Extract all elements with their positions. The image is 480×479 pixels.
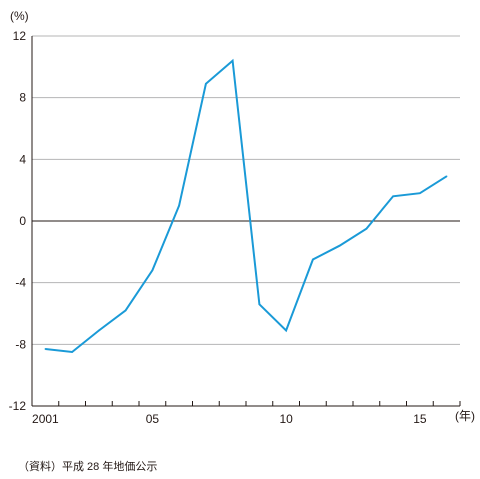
x-tick-label: 15 (413, 412, 427, 426)
data-point (312, 258, 314, 261)
gridlines (32, 35, 460, 345)
data-point (365, 227, 368, 230)
y-unit-label: (%) (10, 9, 29, 23)
data-point (392, 195, 394, 198)
data-point (445, 175, 448, 178)
x-tick-label: 05 (146, 412, 160, 426)
x-tick-labels: 2001 05 10 15 (32, 412, 427, 426)
axes (31, 36, 461, 407)
data-point (124, 309, 127, 312)
x-unit-label: (年) (455, 409, 475, 423)
data-point (71, 351, 73, 353)
data-point (338, 244, 341, 247)
y-tick-label: 12 (13, 29, 27, 43)
data-point (205, 82, 207, 85)
source-note: （資料）平成 28 年地価公示 (18, 461, 158, 473)
x-tick-label: 10 (279, 412, 293, 426)
y-tick-label: -12 (9, 399, 27, 413)
data-point (231, 59, 234, 62)
data-point (258, 303, 261, 306)
series-layer (44, 58, 448, 354)
data-point (151, 269, 154, 272)
data-point (98, 329, 100, 332)
data-point (178, 204, 180, 207)
y-tick-label: -8 (15, 337, 26, 351)
data-point (285, 329, 287, 332)
data-point (44, 348, 47, 350)
y-tick-label: 0 (19, 214, 26, 228)
y-tick-label: 8 (19, 91, 26, 105)
x-tick-label: 2001 (32, 412, 59, 426)
series-line (45, 58, 448, 354)
data-point (419, 192, 421, 195)
y-tick-label: 4 (19, 152, 26, 166)
y-tick-labels: 12 8 4 0 -4 -8 -12 (9, 29, 27, 413)
y-tick-label: -4 (15, 276, 26, 290)
